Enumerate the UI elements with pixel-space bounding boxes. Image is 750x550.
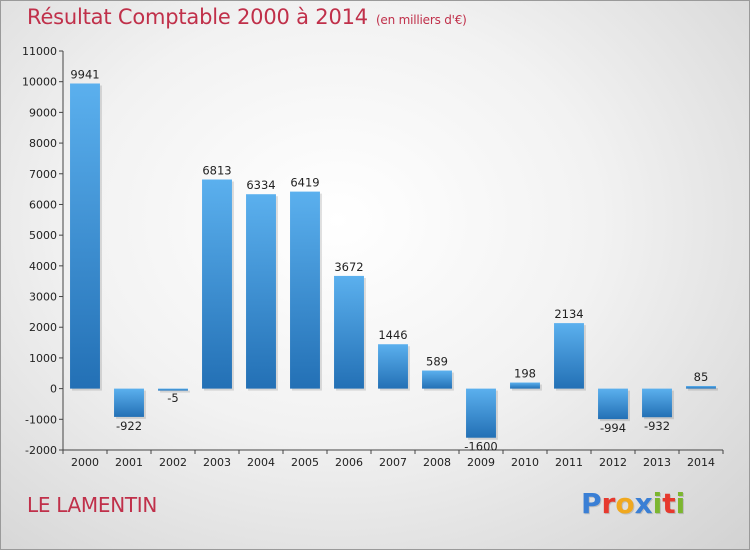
- chart-subtitle: (en milliers d'€): [375, 13, 467, 27]
- bar: [378, 344, 408, 389]
- data-label: -5: [167, 391, 178, 405]
- x-tick-label: 2005: [291, 456, 319, 469]
- y-tick-label: 4000: [29, 260, 57, 273]
- bar: [598, 388, 628, 420]
- bar: [642, 388, 672, 418]
- x-tick-label: 2002: [159, 456, 187, 469]
- bar: [246, 194, 276, 389]
- logo-letter: P: [581, 487, 602, 520]
- bar-shadow: [688, 388, 718, 391]
- bar: [510, 382, 540, 389]
- data-label: 198: [514, 367, 536, 381]
- data-label: 589: [426, 355, 448, 369]
- bar: [202, 179, 232, 389]
- y-tick-label: 11000: [22, 45, 57, 58]
- x-tick-label: 2014: [687, 456, 715, 469]
- x-tick-label: 2000: [71, 456, 99, 469]
- x-tick-label: 2011: [555, 456, 583, 469]
- bar: [422, 370, 452, 389]
- logo-letter: o: [615, 487, 635, 520]
- x-tick-label: 2013: [643, 456, 671, 469]
- labels: 9941 -922 -5 6813 6334 6419 3672 1446 589 -1600 19…: [70, 68, 708, 454]
- bar: [70, 83, 100, 389]
- chart-title: Résultat Comptable 2000 à 2014 (en millie…: [27, 5, 467, 29]
- logo-letter: i: [652, 487, 663, 520]
- y-tick-label: -1000: [25, 413, 57, 426]
- logo-letter: r: [601, 487, 616, 520]
- y-tick-label: 6000: [29, 198, 57, 211]
- bar: [290, 191, 320, 389]
- proxiti-logo: Proxiti: [581, 487, 685, 520]
- data-label: 6334: [246, 178, 275, 192]
- y-tick-label: -2000: [25, 444, 57, 457]
- y-tick-label: 5000: [29, 229, 57, 242]
- data-label: 1446: [378, 328, 407, 342]
- bar: [334, 275, 364, 389]
- y-tick-label: 10000: [22, 76, 57, 89]
- data-label: 3672: [334, 260, 363, 274]
- data-label: 2134: [554, 307, 583, 321]
- axes: -2000 -1000 0 1000 2000 3000 4000 5000 6000 7000 8…: [22, 45, 724, 469]
- x-tick-label: 2010: [511, 456, 539, 469]
- bar: [554, 323, 584, 389]
- chart-title-text: Résultat Comptable 2000 à 2014: [27, 5, 368, 29]
- y-tick-label: 2000: [29, 321, 57, 334]
- bar-shadow: [160, 390, 190, 393]
- bar: [466, 388, 496, 438]
- x-tick-label: 2001: [115, 456, 143, 469]
- y-tick-label: 8000: [29, 137, 57, 150]
- data-label: -994: [600, 421, 626, 435]
- bars: [70, 83, 718, 440]
- city-name: LE LAMENTIN: [27, 493, 158, 517]
- bar: [114, 388, 144, 417]
- data-label: -932: [644, 419, 670, 433]
- y-tick-label: 9000: [29, 106, 57, 119]
- data-label: -1600: [464, 440, 497, 454]
- y-tick-label: 7000: [29, 168, 57, 181]
- x-tick-label: 2008: [423, 456, 451, 469]
- x-tick-label: 2009: [467, 456, 495, 469]
- data-label: -922: [116, 419, 142, 433]
- x-tick-label: 2007: [379, 456, 407, 469]
- data-label: 6813: [202, 164, 231, 178]
- y-tick-label: 1000: [29, 352, 57, 365]
- logo-letter: i: [675, 487, 686, 520]
- logo-letter: x: [634, 487, 653, 520]
- x-tick-label: 2006: [335, 456, 363, 469]
- bar: [158, 388, 188, 391]
- y-tick-label: 0: [50, 383, 57, 396]
- data-label: 9941: [70, 68, 99, 82]
- logo-letter: t: [662, 487, 676, 520]
- data-label: 6419: [290, 176, 319, 190]
- x-tick-label: 2004: [247, 456, 275, 469]
- y-tick-label: 3000: [29, 291, 57, 304]
- bar: [686, 386, 716, 389]
- x-tick-label: 2012: [599, 456, 627, 469]
- x-tick-label: 2003: [203, 456, 231, 469]
- data-label: 85: [694, 370, 709, 384]
